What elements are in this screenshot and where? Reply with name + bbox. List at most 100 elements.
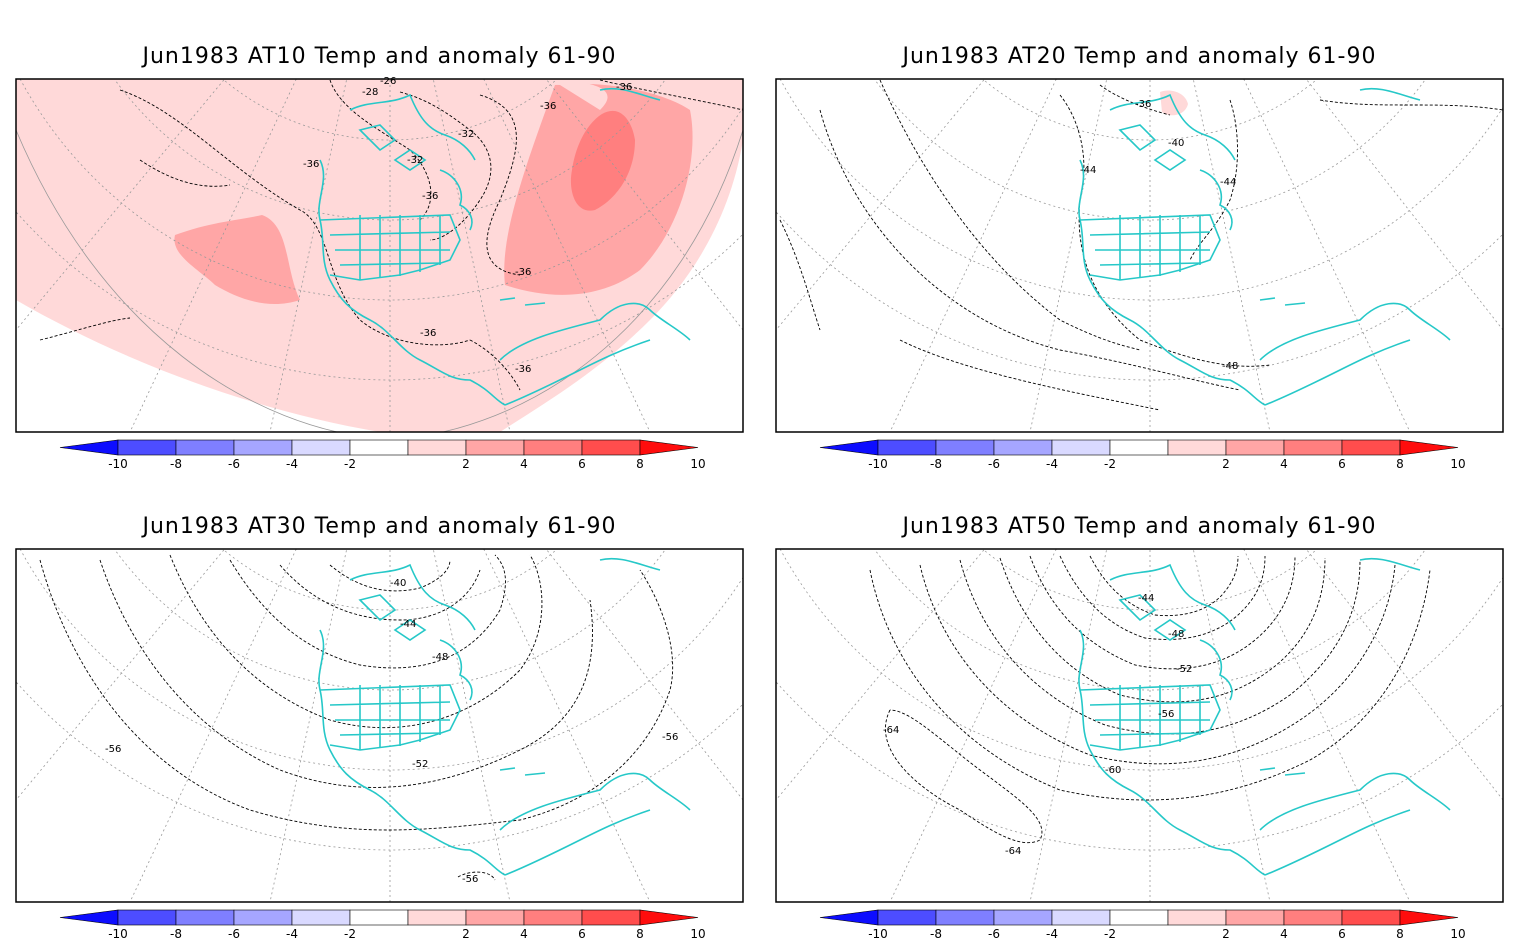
colorbar-segment (1109, 439, 1169, 456)
anomaly-field-4to6-west (174, 215, 300, 305)
panel-svg: -44 -48 -52 -56 -60 -64 -64 (775, 548, 1504, 903)
colorbar: -10 -8 -6 -4 -2 2 4 6 8 10 (59, 439, 706, 470)
colorbar-tick-label: -8 (170, 927, 182, 940)
colorbar: -10 -8 -6 -4 -2 2 4 6 8 10 (59, 909, 706, 940)
colorbar-segment (935, 439, 995, 456)
map-frame (15, 548, 744, 903)
contour-label: -52 (412, 759, 428, 770)
colorbar-tick-label: 10 (690, 457, 705, 470)
coastlines (1078, 87, 1451, 406)
contour-label: -56 (105, 744, 121, 755)
colorbar-tick-label: -6 (228, 927, 240, 940)
colorbar-tick-label: 10 (1450, 457, 1465, 470)
colorbar-tick-label: 6 (1338, 457, 1346, 470)
contour-label: -56 (1158, 709, 1174, 720)
colorbar-segment (1051, 909, 1111, 926)
colorbar-tick-label: 8 (1396, 927, 1404, 940)
colorbar-segment (877, 909, 937, 926)
contour-label: -36 (616, 82, 632, 93)
map-frame (15, 78, 744, 433)
panel-svg: -36 -40 -44 -44 -48 (775, 78, 1504, 433)
colorbar-tick-label: 10 (690, 927, 705, 940)
colorbar-tick-label: 2 (462, 927, 470, 940)
colorbar-tick-label: -6 (228, 457, 240, 470)
contour-label: -48 (432, 652, 448, 663)
contour-label: -36 (540, 101, 556, 112)
contour-label: -56 (462, 874, 478, 885)
colorbar-arrow-left (59, 909, 119, 926)
colorbar-arrow-left (59, 439, 119, 456)
hemisphere-edge (16, 129, 743, 432)
colorbar-arrow-left (819, 909, 879, 926)
contour-label: -36 (422, 191, 438, 202)
contour-label: -26 (380, 76, 396, 87)
colorbar-segment (407, 439, 467, 456)
map-panel-at50: Jun1983 AT50 Temp and anomaly 61-90 (760, 470, 1520, 940)
colorbar-segment (1283, 439, 1343, 456)
colorbar-tick-label: 10 (1450, 927, 1465, 940)
colorbar-segment (175, 909, 235, 926)
map-panel-at10: Jun1983 AT10 Temp and anomaly 61-90 (0, 0, 760, 470)
colorbar-segment (465, 439, 525, 456)
contour-labels: -28 -26 -32 -32 -36 -36 -36 -36 -36 -36 … (303, 76, 632, 375)
contour-label: -48 (1168, 629, 1184, 640)
contour-label: -48 (1222, 361, 1238, 372)
colorbar-tick-label: -6 (988, 927, 1000, 940)
contour-label: -56 (662, 732, 678, 743)
colorbar-tick-label: 8 (1396, 457, 1404, 470)
colorbar-segment (1225, 439, 1285, 456)
colorbar-tick-label: -10 (108, 927, 128, 940)
colorbar-segment (233, 909, 293, 926)
coastlines (1078, 557, 1451, 876)
colorbar-tick-label: -4 (1046, 927, 1058, 940)
colorbar-segment (1283, 909, 1343, 926)
panel-title: Jun1983 AT10 Temp and anomaly 61-90 (142, 44, 617, 69)
warm-region-atlantic (500, 80, 608, 110)
colorbar-arrow-left (819, 439, 879, 456)
colorbar-tick-label: -8 (930, 457, 942, 470)
coastlines (318, 87, 691, 406)
colorbar-segment (523, 439, 583, 456)
contour-label: -40 (1168, 138, 1184, 149)
colorbar-segment (581, 909, 641, 926)
colorbar-tick-label: 4 (520, 457, 528, 470)
colorbar-arrow-right (1399, 439, 1459, 456)
contours (39, 554, 674, 881)
colorbar-segment (349, 909, 409, 926)
map-panel-at30: Jun1983 AT30 Temp and anomaly 61-90 (0, 470, 760, 940)
colorbar-tick-label: 2 (1222, 457, 1230, 470)
colorbar-tick-label: -8 (930, 927, 942, 940)
panel-title: Jun1983 AT50 Temp and anomaly 61-90 (902, 514, 1377, 539)
graticule (776, 549, 1503, 902)
contour-label: -32 (407, 155, 423, 166)
colorbar-arrow-right (639, 439, 699, 456)
colorbar-tick-label: -2 (344, 457, 356, 470)
contour-labels: -36 -40 -44 -44 -48 (1080, 99, 1238, 372)
colorbar-tick-label: -2 (1104, 927, 1116, 940)
colorbar-arrow-right (1399, 909, 1459, 926)
contour-label: -64 (883, 725, 899, 736)
contour-label: -36 (1135, 99, 1151, 110)
contour-label: -44 (400, 619, 416, 630)
colorbar-tick-label: -2 (1104, 457, 1116, 470)
colorbar-segment (1109, 909, 1169, 926)
colorbar-segment (935, 909, 995, 926)
colorbar-segment (1341, 439, 1401, 456)
colorbar-segment (233, 439, 293, 456)
colorbar-segment (465, 909, 525, 926)
colorbar-tick-label: 2 (462, 457, 470, 470)
graticule (16, 79, 743, 432)
colorbar-tick-label: -4 (1046, 457, 1058, 470)
colorbar-segment (175, 439, 235, 456)
colorbar-tick-label: 6 (578, 457, 586, 470)
contour-label: -36 (515, 364, 531, 375)
contour-label: -60 (1105, 765, 1121, 776)
map-panel-at20: Jun1983 AT20 Temp and anomaly 61-90 (760, 0, 1520, 470)
contour-label: -28 (362, 87, 378, 98)
colorbar-tick-label: -8 (170, 457, 182, 470)
colorbar-tick-label: 8 (636, 457, 644, 470)
contours (39, 79, 743, 391)
contour-label: -36 (515, 267, 531, 278)
colorbar-tick-label: -10 (868, 927, 888, 940)
contour-label: -36 (420, 328, 436, 339)
